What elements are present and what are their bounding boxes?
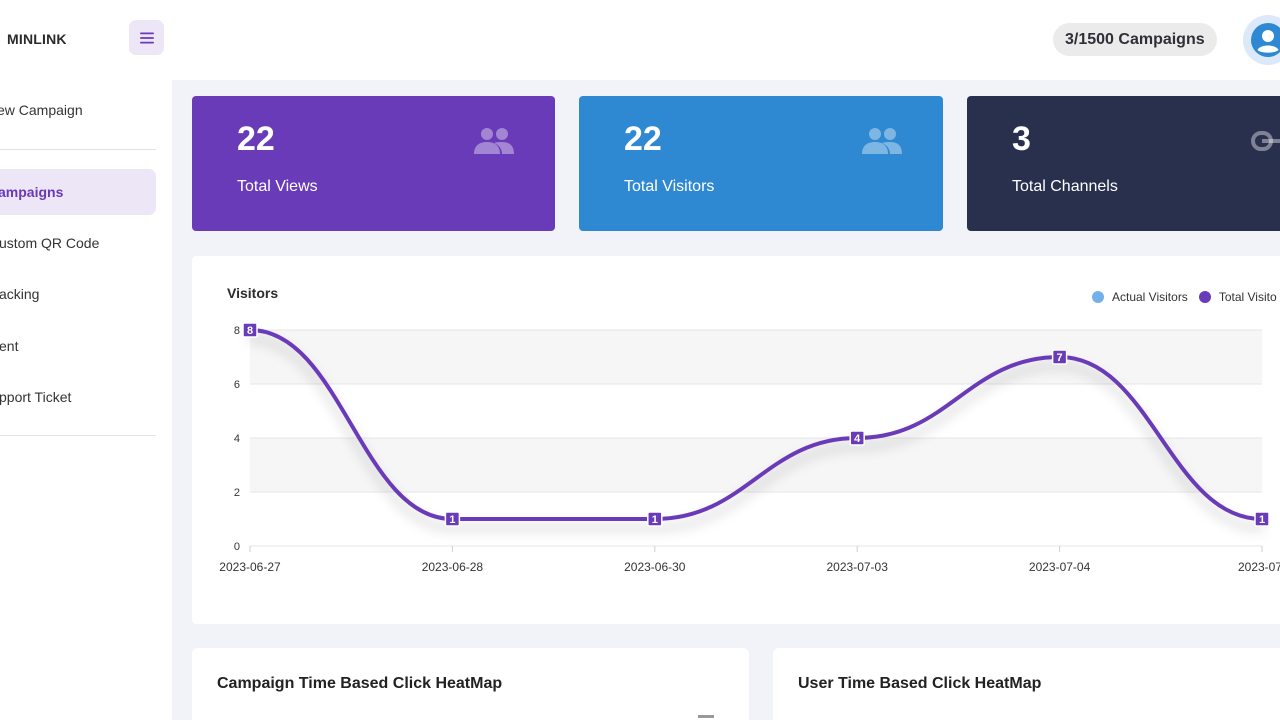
hamburger-icon	[139, 32, 154, 43]
total-views-label: Total Views	[237, 178, 318, 195]
sidebar-item-label: pport Ticket	[0, 389, 72, 405]
data-point	[849, 430, 865, 446]
total-visitors-label: Total Visitors	[624, 178, 715, 195]
data-point	[444, 511, 461, 527]
user-heatmap-card: User Time Based Click HeatMap	[773, 648, 1280, 720]
users-icon	[474, 128, 514, 154]
top-bar: MINLINK 3/1500 Campaigns	[0, 0, 1280, 80]
legend-item-actual-visitors[interactable]: Actual Visitors	[1092, 290, 1188, 304]
visitors-chart-card: Visitors Actual Visitors Total Visito 0 2…	[192, 256, 1280, 624]
data-point	[1254, 511, 1270, 527]
users-icon	[862, 128, 902, 154]
sidebar-item-label: ampaigns	[0, 184, 64, 200]
sidebar-item-new-campaign[interactable]: ew Campaign	[0, 87, 156, 133]
campaign-quota-badge: 3/1500 Campaigns	[1053, 23, 1217, 56]
total-channels-card: 3 Total Channels	[967, 96, 1280, 231]
sidebar-item-custom-qr-code[interactable]: ustom QR Code	[0, 220, 156, 266]
series-line	[248, 328, 1264, 521]
total-channels-value: 3	[1012, 120, 1031, 158]
x-tick-label: 2023-06-27	[219, 560, 281, 574]
sidebar-divider	[0, 435, 156, 436]
user-icon	[1251, 23, 1280, 57]
y-tick-label: 6	[234, 379, 240, 391]
data-label: 4	[854, 433, 861, 445]
sidebar-item-tracking[interactable]: acking	[0, 271, 156, 317]
total-visitors-value: 22	[624, 120, 662, 158]
user-avatar[interactable]	[1243, 15, 1280, 65]
hamburger-menu-button[interactable]	[129, 20, 164, 55]
sidebar-divider	[0, 149, 156, 150]
user-heatmap-title: User Time Based Click HeatMap	[798, 675, 1042, 692]
sidebar: ew Campaign ampaigns ustom QR Code ackin…	[0, 80, 172, 720]
y-tick-label: 8	[234, 325, 240, 337]
brand-logo-text[interactable]: MINLINK	[7, 31, 67, 47]
x-tick-label: 2023-06-28	[422, 560, 484, 574]
y-tick-label: 0	[234, 541, 240, 553]
legend-label: Actual Visitors	[1112, 290, 1188, 304]
x-tick-label: 2023-07-04	[1029, 560, 1091, 574]
sidebar-item-campaigns[interactable]: ampaigns	[0, 169, 156, 215]
link-icon	[1251, 131, 1280, 151]
total-views-value: 22	[237, 120, 275, 158]
y-tick-label: 2	[234, 487, 240, 499]
sidebar-item-label: ent	[0, 338, 19, 354]
data-label: 1	[1259, 514, 1265, 526]
sidebar-item-label: ustom QR Code	[0, 235, 100, 251]
data-label: 7	[1057, 352, 1063, 364]
data-point	[1051, 349, 1068, 365]
sidebar-item-payment[interactable]: ent	[0, 323, 156, 369]
campaign-heatmap-card: Campaign Time Based Click HeatMap	[192, 648, 749, 720]
visitors-line-chart: 0 2 4 6 8 2023-06-27 2023-06-28 2023-06-30 2023-…	[219, 322, 1280, 574]
sidebar-item-label: ew Campaign	[0, 102, 83, 118]
heatmap-menu-icon[interactable]	[698, 715, 714, 718]
grid-band	[250, 330, 1262, 384]
campaign-heatmap-title: Campaign Time Based Click HeatMap	[217, 675, 503, 692]
data-point	[242, 322, 258, 338]
x-tick-label: 2023-07-03	[827, 560, 889, 574]
y-tick-label: 4	[234, 433, 240, 445]
grid-band	[250, 438, 1262, 492]
x-tick-label: 2023-07-	[1238, 560, 1280, 574]
legend-marker	[1198, 291, 1211, 303]
chart-title: Visitors	[227, 285, 279, 301]
data-label: 1	[449, 514, 455, 526]
total-visitors-card: 22 Total Visitors	[579, 96, 943, 231]
legend-item-total-visitors[interactable]: Total Visito	[1198, 290, 1277, 304]
data-point	[647, 511, 663, 527]
sidebar-item-support-ticket[interactable]: pport Ticket	[0, 374, 156, 420]
data-label: 1	[652, 514, 658, 526]
chart-legend: Actual Visitors Total Visito	[1092, 290, 1280, 304]
sidebar-item-label: acking	[0, 286, 40, 302]
total-channels-label: Total Channels	[1012, 178, 1118, 195]
x-tick-label: 2023-06-30	[624, 560, 686, 574]
data-label: 8	[247, 325, 253, 337]
total-views-card: 22 Total Views	[192, 96, 555, 231]
legend-label: Total Visito	[1218, 290, 1277, 304]
legend-marker	[1092, 291, 1104, 303]
